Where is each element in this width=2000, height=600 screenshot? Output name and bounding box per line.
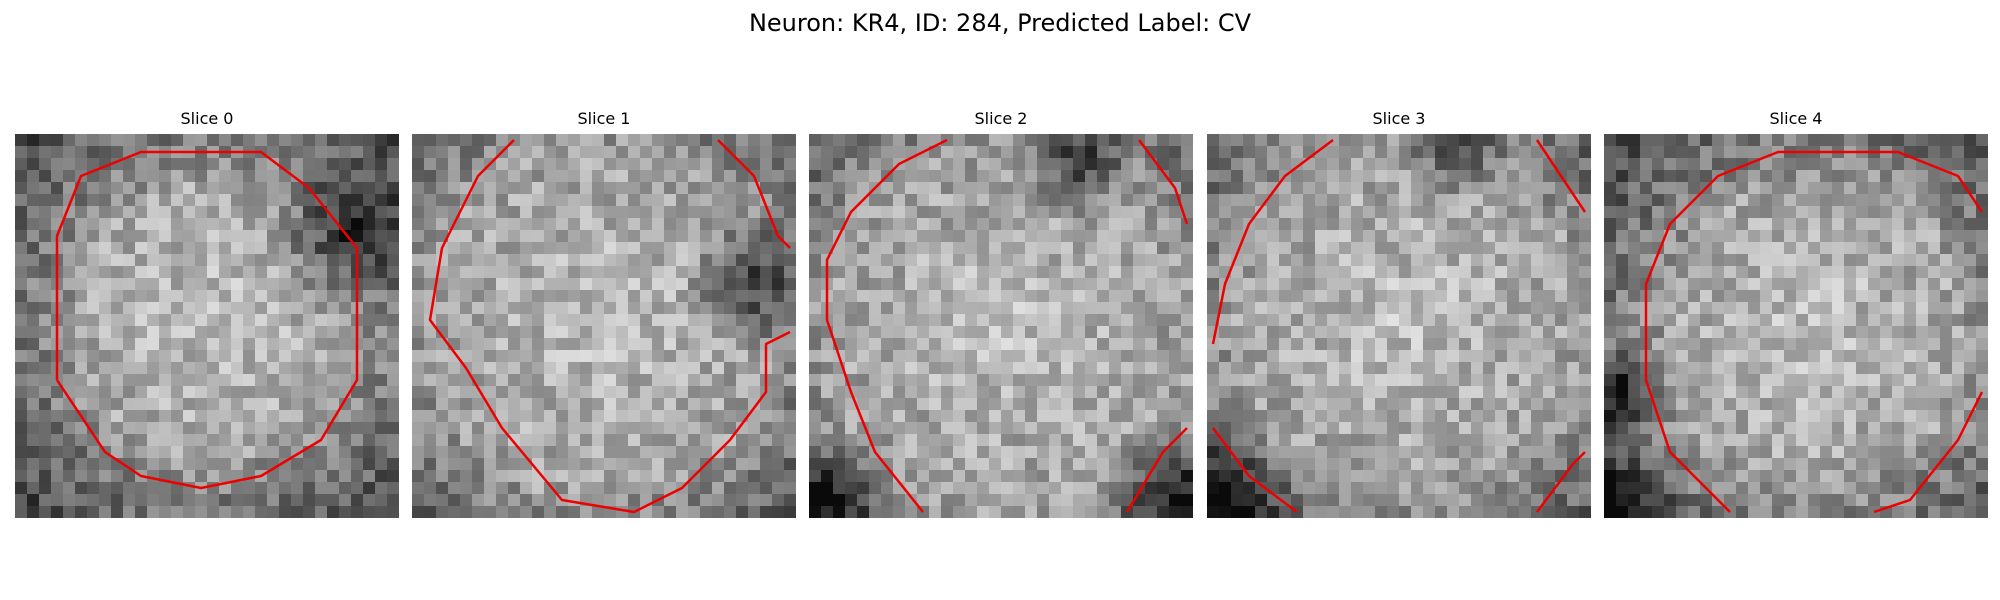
slice-title-2: Slice 2 xyxy=(974,109,1028,128)
slice-pixel-grid-2 xyxy=(809,134,1193,518)
slice-image-2 xyxy=(809,134,1193,518)
slice-3-contour-1 xyxy=(1535,139,1587,213)
slice-image-4 xyxy=(1604,134,1988,518)
slice-panel-1: Slice 1 xyxy=(412,108,796,518)
slice-title-4: Slice 4 xyxy=(1769,109,1823,128)
slice-panel-0: Slice 0 xyxy=(15,108,399,518)
slice-pixel-grid-0 xyxy=(15,134,399,518)
slice-3-contour-2 xyxy=(1212,427,1298,513)
slice-0-contour-0 xyxy=(55,150,359,490)
slice-title-3: Slice 3 xyxy=(1372,109,1426,128)
slice-panel-4: Slice 4 xyxy=(1604,108,1988,518)
slice-image-1 xyxy=(412,134,796,518)
slice-4-contour-0 xyxy=(1644,150,1984,513)
slice-4-contour-1 xyxy=(1873,391,1984,514)
slice-2-contour-1 xyxy=(1138,139,1189,225)
slice-title-0: Slice 0 xyxy=(180,109,234,128)
figure-title: Neuron: KR4, ID: 284, Predicted Label: C… xyxy=(748,9,1252,37)
slice-pixel-grid-1 xyxy=(412,134,796,518)
slice-title-1: Slice 1 xyxy=(577,109,631,128)
slice-image-3 xyxy=(1207,134,1591,518)
slice-panel-3: Slice 3 xyxy=(1207,108,1591,518)
slice-1-contour-1 xyxy=(717,139,791,249)
slice-2-contour-0 xyxy=(825,138,948,513)
slice-pixel-grid-4 xyxy=(1604,134,1988,518)
slice-3-contour-0 xyxy=(1211,139,1334,345)
slice-3-contour-3 xyxy=(1536,451,1586,513)
slice-1-contour-0 xyxy=(428,139,791,514)
slice-image-0 xyxy=(15,134,399,518)
slice-panel-2: Slice 2 xyxy=(809,108,1193,518)
slice-2-contour-2 xyxy=(1125,427,1188,513)
slice-pixel-grid-3 xyxy=(1207,134,1591,518)
